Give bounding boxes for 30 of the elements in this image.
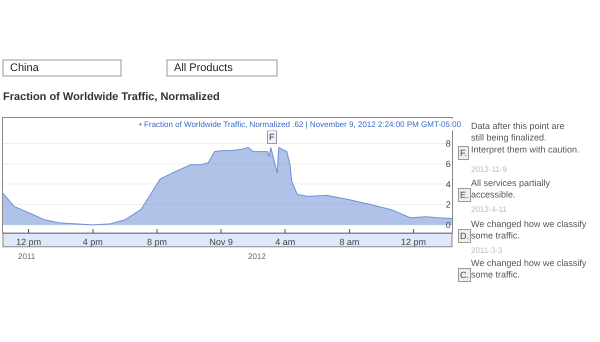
text: 2011 <box>18 252 36 261</box>
text: F. <box>460 148 468 158</box>
text: 2012-4-11 <box>471 205 508 214</box>
x-tick-label: 4 am <box>275 236 296 247</box>
text: 2012-11-9 <box>471 165 508 174</box>
y-tick-label: 4 <box>446 179 451 190</box>
x-tick-label: 8 am <box>339 236 360 247</box>
text: We changed how we classify some traffic. <box>471 219 587 241</box>
x-tick-label: Nov 9 <box>209 236 233 247</box>
text: C. <box>460 270 469 280</box>
y-tick-label: 2 <box>446 200 451 210</box>
x-tick-label: 12 pm <box>401 236 426 247</box>
annotation: F <box>269 132 275 142</box>
text: All services partially accessible. <box>471 178 551 200</box>
text: Data after this point are still being finalized. Interpret them with caution. <box>471 121 580 154</box>
text: All Products <box>174 62 234 74</box>
x-tick-label: 8 pm <box>146 236 167 247</box>
text: 2012 <box>248 252 266 261</box>
text: E. <box>460 190 469 200</box>
x-tick-label: 12 pm <box>16 236 42 247</box>
text: We changed how we classify some traffic. <box>471 258 587 280</box>
text: D. <box>460 231 469 241</box>
annotation: • Fraction of Worldwide Traffic, Normalized .62 | November 9, 2012 2:24:00 PM GMT-05:00 <box>139 120 462 129</box>
x-tick-label: 4 pm <box>82 236 103 247</box>
y-tick-label: 6 <box>446 158 451 169</box>
y-tick-label: 0 <box>446 220 451 230</box>
chart-title: Fraction of Worldwide Traffic, Normalized <box>3 90 220 103</box>
y-tick-label: 8 <box>446 138 451 149</box>
text: China <box>10 62 40 74</box>
text: 2011-3-3 <box>471 246 503 255</box>
